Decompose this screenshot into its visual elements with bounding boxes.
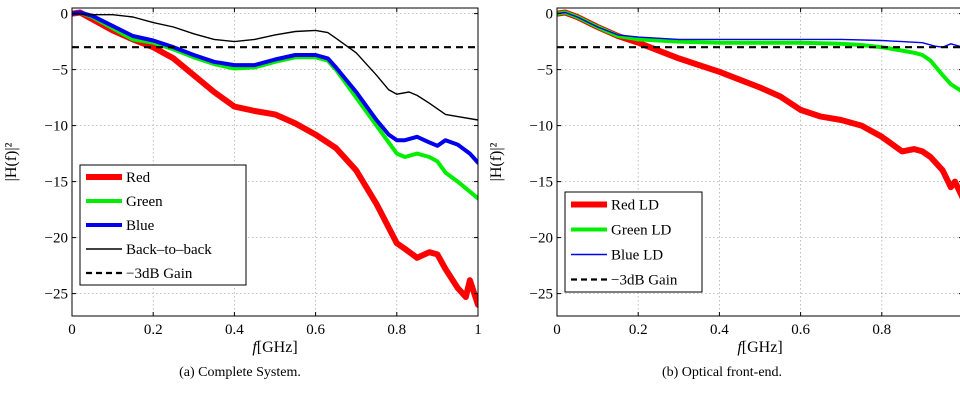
series-line-3: [72, 12, 478, 121]
y-tick-label: −5: [537, 63, 553, 79]
y-tick-label: 0: [61, 7, 69, 23]
y-tick-label: −5: [52, 63, 68, 79]
y-axis-label: |H(f)|²: [488, 142, 505, 181]
figure-caption: (b) Optical front-end.: [662, 365, 782, 380]
x-tick-label: 0.2: [629, 322, 648, 338]
x-tick-label: 0.6: [791, 322, 810, 338]
y-tick-label: −20: [45, 231, 68, 247]
y-tick-label: −15: [530, 175, 553, 191]
legend-label-3: Back–to–back: [126, 242, 212, 258]
series-line-0: [557, 9, 960, 200]
legend-label-0: Red: [126, 170, 151, 186]
legend-label-3: −3dB Gain: [611, 273, 678, 289]
series-group: [72, 9, 478, 308]
x-axis-label: f[GHz]: [737, 339, 782, 356]
x-tick-label: 0: [68, 322, 76, 338]
y-tick-label: −25: [530, 287, 553, 303]
series-line-1: [72, 10, 478, 201]
series-line-2: [72, 10, 478, 165]
legend-label-1: Green LD: [611, 223, 672, 239]
legend-label-4: −3dB Gain: [126, 266, 193, 282]
y-axis-label: |H(f)|²: [3, 142, 20, 181]
figure-caption: (a) Complete System.: [179, 365, 301, 380]
legend: Red LD Green LD Blue LD −3dB Gain: [564, 191, 703, 293]
plot-frame: [556, 7, 960, 317]
y-tick-label: −10: [530, 119, 553, 135]
legend: Red Green Blue Back–to–back −3dB Gain: [79, 164, 247, 286]
legend-label-1: Green: [126, 194, 163, 210]
y-tick-label: −25: [45, 287, 68, 303]
x-axis-label: f[GHz]: [252, 339, 297, 356]
x-tick-label: 0.8: [387, 322, 406, 338]
y-tick-label: −15: [45, 175, 68, 191]
y-tick-label: −10: [45, 119, 68, 135]
legend-label-0: Red LD: [611, 198, 659, 214]
x-tick-label: 0.8: [872, 322, 891, 338]
legend-label-2: Blue LD: [611, 248, 663, 264]
legend-label-2: Blue: [126, 218, 155, 234]
legend-box: [564, 191, 703, 293]
x-tick-label: 0.2: [144, 322, 163, 338]
chart-complete-system: 0 0.2 0.4 0.6 0.8 1 0 −5 −10 −15 −20 −25 f[GHz] |H(f)…: [3, 7, 482, 380]
series-line-1: [557, 10, 960, 93]
x-tick-label: 0.4: [710, 322, 729, 338]
x-tick-label: 0.4: [225, 322, 244, 338]
chart-optical-front-end: 00.20.40.60.810−5−10−15−20−25f[GHz]|H(f)…: [488, 7, 960, 380]
series-group: [557, 9, 960, 200]
plot-frame: [71, 7, 479, 317]
x-tick-label: 1: [474, 322, 482, 338]
x-tick-label: 0: [553, 322, 561, 338]
x-tick-label: 0.6: [306, 322, 325, 338]
y-tick-label: 0: [546, 7, 554, 23]
y-tick-label: −20: [530, 231, 553, 247]
